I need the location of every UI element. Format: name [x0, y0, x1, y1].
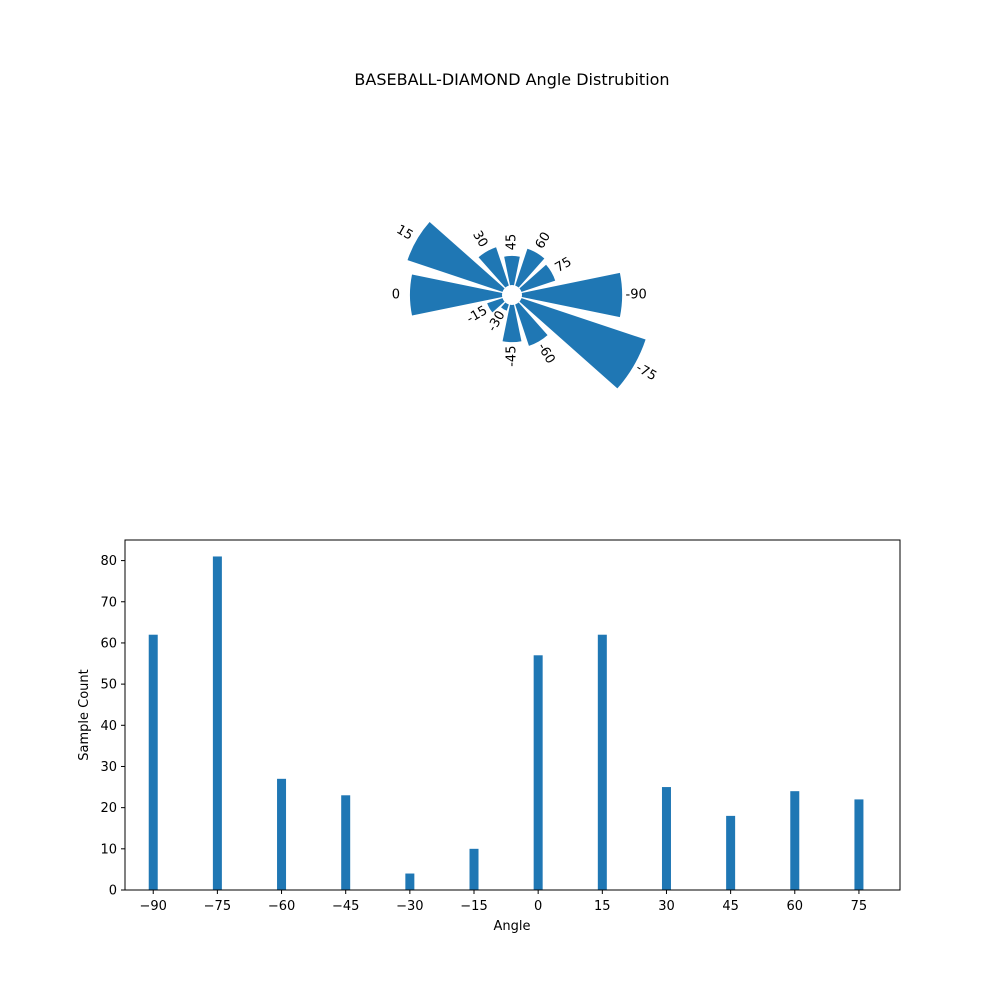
polar-bar [501, 302, 509, 311]
x-tick-label: −45 [332, 899, 359, 914]
x-tick-label: −30 [396, 899, 423, 914]
bar [597, 634, 607, 890]
bar [341, 795, 351, 890]
y-tick-label: 0 [109, 884, 117, 899]
y-tick-label: 80 [100, 554, 117, 569]
y-tick-label: 30 [100, 760, 117, 775]
bar-plot-frame [124, 539, 901, 891]
x-tick-label: −15 [460, 899, 487, 914]
bar [469, 848, 479, 890]
y-tick-label: 20 [100, 801, 117, 816]
x-tick-label: 45 [722, 899, 739, 914]
bar [212, 556, 222, 890]
polar-bar [502, 304, 522, 343]
polar-tick-label: 15 [394, 222, 416, 243]
y-tick-label: 50 [100, 678, 117, 693]
bar [726, 815, 736, 890]
polar-tick-label: 0 [392, 288, 400, 303]
bar-axes: −90 −75 −60 −45 −30 −15 0 15 30 45 60 75 0 10 20 30 40 50… [100, 554, 867, 914]
polar-bar [515, 248, 545, 288]
y-tick-label: 60 [100, 636, 117, 651]
x-tick-label: 0 [534, 899, 542, 914]
polar-bar [504, 255, 520, 286]
bar [148, 634, 158, 890]
polar-bar [407, 221, 505, 292]
bar [790, 791, 800, 890]
polar-bar [515, 302, 548, 346]
x-tick-label: 75 [851, 899, 868, 914]
polar-tick-label: 30 [469, 228, 490, 250]
polar-bar [521, 272, 623, 318]
bar-chart: −90 −75 −60 −45 −30 −15 0 15 30 45 60 75 0 10 20 30 40 50… [77, 539, 901, 934]
y-tick-label: 10 [100, 842, 117, 857]
x-tick-label: −90 [140, 899, 167, 914]
bar [533, 655, 543, 890]
y-tick-label: 70 [100, 595, 117, 610]
x-tick-label: 15 [594, 899, 611, 914]
polar-tick-label: 60 [533, 230, 554, 252]
x-tick-label: 30 [658, 899, 675, 914]
bar [661, 787, 671, 890]
x-tick-label: 60 [787, 899, 804, 914]
polar-bar [478, 247, 509, 288]
polar-tick-label: -90 [626, 288, 647, 303]
polar-tick-label: -45 [505, 346, 520, 367]
x-tick-label: −75 [204, 899, 231, 914]
polar-bar [487, 298, 505, 313]
x-tick-label: −60 [268, 899, 295, 914]
polar-tick-label: 75 [553, 255, 575, 276]
polar-bar [519, 298, 646, 389]
bar [277, 778, 287, 890]
polar-chart-title: BASEBALL-DIAMOND Angle Distrubition [354, 70, 669, 89]
y-axis-label: Sample Count [77, 669, 92, 760]
bar [405, 873, 415, 890]
y-tick-label: 40 [100, 719, 117, 734]
polar-bar [519, 264, 556, 292]
x-axis-label: Angle [494, 919, 531, 934]
bar [854, 799, 864, 890]
polar-bar [409, 274, 503, 316]
bar-marks [148, 556, 864, 890]
polar-tick-label: 45 [505, 234, 520, 251]
